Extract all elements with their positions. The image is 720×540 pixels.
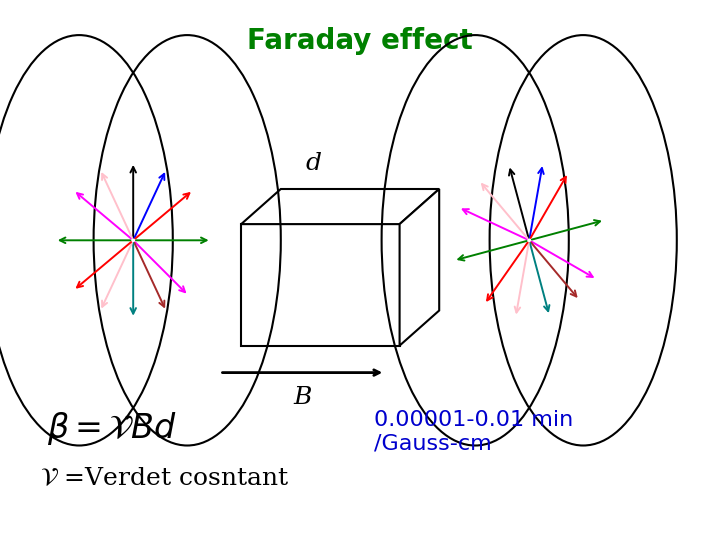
Text: Faraday effect: Faraday effect bbox=[247, 27, 473, 55]
Polygon shape bbox=[241, 189, 439, 224]
Text: $\mathcal{V}$ =Verdet cosntant: $\mathcal{V}$ =Verdet cosntant bbox=[40, 467, 289, 490]
Text: 0.00001-0.01 min
/Gauss-cm: 0.00001-0.01 min /Gauss-cm bbox=[374, 410, 574, 454]
Text: $\beta = \mathcal{V}Bd$: $\beta = \mathcal{V}Bd$ bbox=[47, 410, 176, 448]
Text: d: d bbox=[305, 152, 321, 176]
Polygon shape bbox=[400, 189, 439, 346]
Polygon shape bbox=[241, 224, 400, 346]
Text: B: B bbox=[293, 386, 312, 409]
